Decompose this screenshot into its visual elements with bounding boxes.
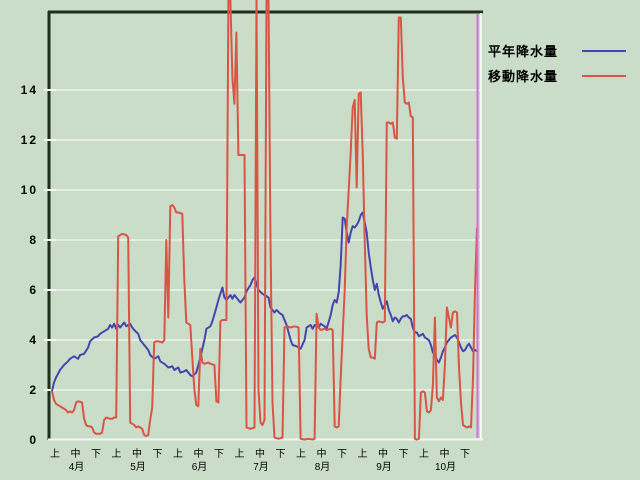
month-label: 10月 bbox=[435, 461, 456, 473]
x-axis-label: 上 bbox=[419, 448, 429, 460]
y-axis-label: 2 bbox=[29, 383, 38, 397]
legend-line-sample-moving bbox=[582, 74, 626, 77]
month-label: 7月 bbox=[253, 461, 269, 473]
x-axis-label: 下 bbox=[276, 449, 286, 460]
x-axis-label: 下 bbox=[337, 449, 347, 460]
x-axis-label: 下 bbox=[91, 449, 101, 460]
y-axis-label: 4 bbox=[29, 333, 38, 347]
x-axis-label: 中 bbox=[71, 447, 81, 460]
month-label: 6月 bbox=[192, 461, 208, 473]
x-axis-label: 下 bbox=[214, 449, 224, 460]
x-axis-label: 上 bbox=[296, 448, 306, 460]
y-axis-label: 14 bbox=[21, 83, 38, 97]
series-line-moving-precipitation bbox=[51, 0, 478, 441]
y-axis-label: 8 bbox=[29, 233, 38, 247]
x-axis-label: 中 bbox=[378, 447, 388, 460]
legend-label-moving: 移動降水量 bbox=[488, 69, 559, 84]
y-axis-label: 0 bbox=[29, 433, 38, 447]
month-label: 5月 bbox=[130, 461, 146, 473]
legend-item-normal: 平年降水量 bbox=[488, 38, 626, 63]
x-axis-label: 上 bbox=[358, 448, 368, 460]
month-label: 8月 bbox=[315, 461, 331, 473]
x-axis-label: 下 bbox=[153, 449, 163, 460]
x-axis-label: 中 bbox=[440, 447, 450, 460]
x-axis-label: 中 bbox=[317, 447, 327, 460]
x-axis-label: 上 bbox=[173, 448, 183, 460]
y-axis-label: 12 bbox=[21, 133, 38, 147]
legend: 平年降水量 移動降水量 bbox=[488, 38, 626, 88]
x-axis-label: 下 bbox=[460, 449, 470, 460]
y-axis-label: 10 bbox=[21, 183, 38, 197]
x-axis-label: 中 bbox=[194, 447, 204, 460]
month-label: 4月 bbox=[69, 461, 85, 473]
x-axis-label: 上 bbox=[50, 448, 60, 460]
y-axis-label: 6 bbox=[29, 283, 38, 297]
x-axis-label: 下 bbox=[399, 449, 409, 460]
month-label: 9月 bbox=[376, 461, 392, 473]
x-axis-label: 上 bbox=[112, 448, 122, 460]
x-axis-label: 中 bbox=[132, 447, 142, 460]
legend-label-normal: 平年降水量 bbox=[488, 44, 559, 59]
legend-line-sample-normal bbox=[582, 49, 626, 52]
x-axis-label: 中 bbox=[255, 447, 265, 460]
x-axis-label: 上 bbox=[235, 448, 245, 460]
legend-item-moving: 移動降水量 bbox=[488, 63, 626, 88]
